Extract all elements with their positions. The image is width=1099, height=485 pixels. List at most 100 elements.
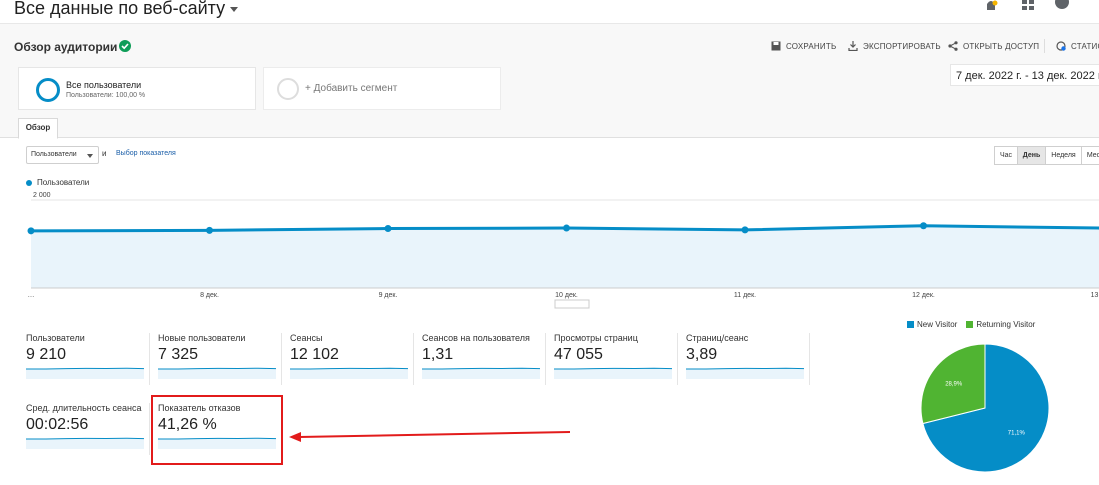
pie-slice[interactable] — [922, 343, 1050, 473]
annotation-arrow — [289, 431, 571, 442]
metric-value: 12 102 — [290, 346, 339, 363]
save-label: СОХРАНИТЬ — [786, 41, 837, 51]
top-bar: Все данные по веб-сайту — [0, 0, 1099, 24]
and-label: и — [102, 149, 107, 158]
data-point[interactable] — [206, 226, 213, 234]
x-tick-label: … — [28, 292, 35, 299]
pie-slice[interactable] — [920, 343, 986, 425]
legend-swatch — [907, 321, 914, 328]
save-button[interactable]: СОХРАНИТЬ — [771, 41, 836, 51]
metric-label: Сред. длительность сеанса — [26, 403, 142, 413]
insights-label: СТАТИС — [1071, 41, 1099, 51]
share-button[interactable]: ОТКРЫТЬ ДОСТУП — [948, 41, 1039, 51]
metric-tile[interactable]: Просмотры страниц 47 055 — [554, 333, 682, 387]
metric-tile[interactable]: Новые пользователи 7 325 — [158, 333, 286, 387]
share-label: ОТКРЫТЬ ДОСТУП — [963, 41, 1040, 51]
metric-tile[interactable]: Пользователи 9 210 — [26, 333, 154, 387]
metric-tile[interactable]: Сеансов на пользователя 1,31 — [422, 333, 550, 387]
sparkline-fill — [158, 438, 276, 449]
sparkline-line — [158, 437, 276, 440]
pie-slice-label: 28,9% — [945, 382, 963, 388]
segment-subtitle: Пользователи: 100,00 % — [66, 92, 146, 99]
metric-value: 47 055 — [554, 346, 603, 363]
tab-overview[interactable]: Обзор — [18, 118, 58, 139]
divider — [413, 333, 414, 385]
data-point[interactable] — [563, 224, 570, 232]
choose-metric-link[interactable]: Выбор показателя — [116, 150, 176, 157]
bell-icon[interactable] — [984, 0, 998, 10]
export-label: ЭКСПОРТИРОВАТЬ — [863, 41, 941, 51]
data-point[interactable] — [741, 226, 749, 234]
metric-tile[interactable]: Сред. длительность сеанса 00:02:56 — [26, 403, 154, 457]
add-segment-label: + Добавить сегмент — [305, 83, 398, 94]
sparkline — [686, 367, 804, 379]
sparkline — [26, 437, 144, 449]
sparkline — [158, 437, 276, 449]
export-button[interactable]: ЭКСПОРТИРОВАТЬ — [848, 41, 941, 51]
sparkline-fill — [422, 368, 540, 379]
divider — [809, 333, 810, 385]
metric-value: 00:02:56 — [26, 416, 89, 433]
metric-label: Сеансов на пользователя — [422, 333, 530, 343]
metric-label: Страниц/сеанс — [686, 333, 749, 343]
sparkline-fill — [686, 368, 804, 379]
sparkline-line — [422, 367, 540, 370]
bounce-rate-highlight — [151, 395, 283, 465]
metric-label: Просмотры страниц — [554, 333, 638, 343]
metric-select[interactable]: Пользователи — [26, 146, 99, 164]
granularity-month-button[interactable]: Мес — [1081, 146, 1099, 165]
divider — [545, 333, 546, 385]
divider — [281, 333, 282, 385]
sparkline-line — [554, 367, 672, 370]
area-fill — [31, 225, 1099, 288]
chart-legend: Пользователи — [26, 178, 89, 187]
granularity-hour-button[interactable]: Час — [994, 146, 1018, 165]
chart-legend-label: Пользователи — [37, 178, 90, 187]
data-point[interactable] — [384, 225, 392, 233]
granularity-day-button[interactable]: День — [1017, 146, 1046, 165]
pie-slice-label: 71,1% — [1008, 430, 1026, 436]
divider — [149, 403, 150, 455]
tab-bar: Обзор — [0, 118, 1099, 139]
metric-label: Новые пользователи — [158, 333, 246, 343]
view-selector[interactable]: Все данные по веб-сайту — [14, 0, 239, 19]
export-icon — [848, 41, 858, 51]
metric-tile[interactable]: Страниц/сеанс 3,89 — [686, 333, 814, 387]
x-tick-label: 12 дек. — [912, 292, 935, 299]
data-point[interactable] — [27, 227, 35, 235]
segment-bar: Все пользователи Пользователи: 100,00 % … — [0, 60, 1099, 120]
metric-tile[interactable]: Показатель отказов 41,26 % — [158, 403, 286, 457]
chevron-down-icon — [87, 154, 93, 158]
y-tick-label: 2 000 — [33, 192, 51, 199]
page-title: Обзор аудитории — [14, 40, 118, 54]
x-tick-label: 10 дек. — [555, 292, 578, 299]
granularity-week-button[interactable]: Неделя — [1045, 146, 1082, 165]
metric-value: 3,89 — [686, 346, 718, 363]
sparkline — [290, 367, 408, 379]
segment-ring-icon — [36, 78, 60, 102]
metric-select-value: Пользователи — [31, 151, 77, 158]
insights-button[interactable]: СТАТИС — [1056, 41, 1099, 51]
sparkline — [158, 367, 276, 379]
sparkline-fill — [290, 368, 408, 379]
x-tick-label: 11 дек. — [734, 292, 756, 299]
metric-label: Показатель отказов — [158, 403, 241, 413]
insights-icon — [1056, 41, 1066, 51]
help-icon[interactable] — [1055, 0, 1069, 10]
pie-legend-returning: Returning Visitor — [966, 320, 1035, 329]
apps-grid-icon[interactable] — [1021, 0, 1035, 10]
chart-resize-handle[interactable] — [554, 299, 590, 309]
verified-check-icon — [119, 40, 131, 52]
sparkline-line — [158, 367, 276, 370]
metric-value: 9 210 — [26, 346, 67, 363]
segment-all-users[interactable]: Все пользователи Пользователи: 100,00 % — [18, 67, 256, 110]
metric-tile[interactable]: Сеансы 12 102 — [290, 333, 418, 387]
divider — [149, 333, 150, 385]
date-range-picker[interactable]: 7 дек. 2022 г. - 13 дек. 2022 г. — [950, 64, 1099, 86]
pie-legend-new-label: New Visitor — [917, 320, 958, 329]
sparkline-fill — [158, 368, 276, 379]
view-title: Все данные по веб-сайту — [14, 0, 226, 18]
add-segment-button[interactable]: + Добавить сегмент — [263, 67, 501, 110]
metric-value: 7 325 — [158, 346, 199, 363]
data-point[interactable] — [920, 222, 927, 230]
